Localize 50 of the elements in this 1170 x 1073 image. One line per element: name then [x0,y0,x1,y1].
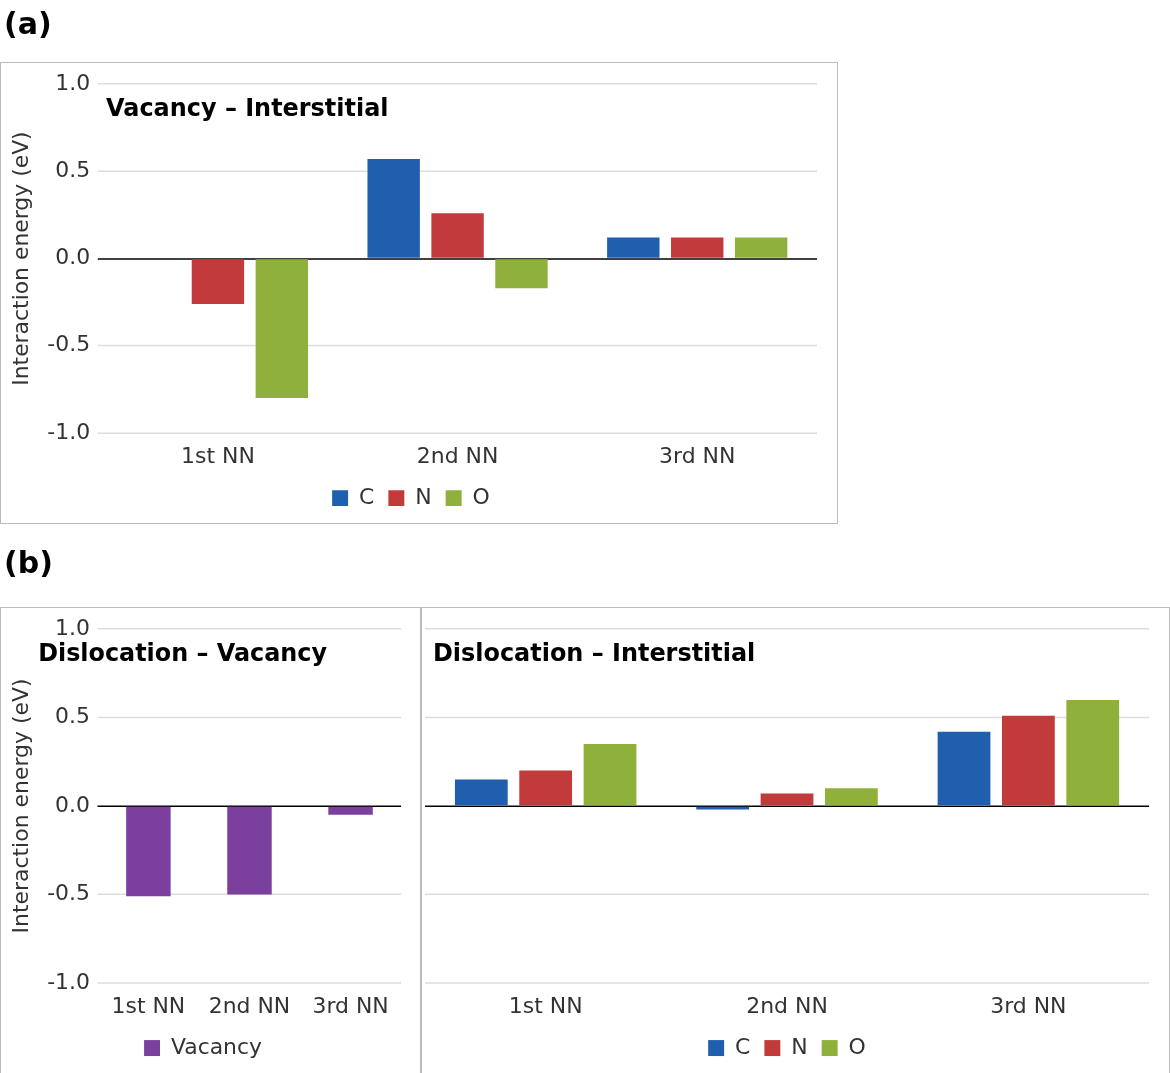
x-tick-label: 3rd NN [659,442,736,468]
text: Dislocation – Interstitial [432,639,756,668]
y-tick-label: -1.0 [47,418,91,444]
text: (a) [4,6,52,41]
y-axis-title: Interaction energy (eV) [7,678,33,934]
y-tick-label: 1.0 [55,614,90,640]
legend-label: N [415,483,432,509]
bar [1066,699,1120,806]
y-tick-label: -0.5 [47,331,91,357]
x-tick-label: 3rd NN [312,992,389,1018]
bar [454,779,508,806]
bar [583,744,637,806]
bar [671,237,724,258]
x-tick-label: 3rd NN [990,992,1067,1018]
legend-label: O [848,1033,866,1059]
bar [495,259,548,289]
x-tick-label: 2nd NN [416,442,499,468]
x-tick-label: 1st NN [181,442,255,468]
y-tick-label: 0.5 [55,157,91,183]
text: Dislocation – Vacancy [38,639,328,668]
legend-label: C [359,483,375,509]
y-tick-label: 0.5 [55,703,90,729]
bar [734,237,788,258]
x-tick-label: 1st NN [508,992,583,1018]
bar [760,793,814,806]
bar [255,259,309,399]
y-tick-label: 0.0 [55,791,90,817]
bar [1001,715,1055,806]
text: Vacancy – Interstitial [106,94,389,123]
x-tick-label: 2nd NN [208,992,291,1018]
text: (b) [4,545,53,580]
x-tick-label: 2nd NN [746,992,828,1018]
legend-label: O [472,483,490,509]
bar [367,159,420,258]
bar [607,237,660,258]
x-tick-label: 1st NN [111,992,186,1018]
y-axis-title: Interaction energy (eV) [7,131,33,386]
bar [696,806,750,810]
legend-label: Vacancy [170,1033,262,1059]
bar [519,770,573,806]
legend-label: N [791,1033,808,1059]
bar [191,259,245,304]
bar [824,788,878,806]
bar [937,731,991,806]
y-tick-label: 0.0 [55,244,91,270]
y-tick-label: -1.0 [47,968,90,994]
y-tick-label: -0.5 [47,880,90,906]
bar [431,213,484,258]
y-tick-label: 1.0 [55,69,91,95]
legend-label: C [735,1033,751,1059]
